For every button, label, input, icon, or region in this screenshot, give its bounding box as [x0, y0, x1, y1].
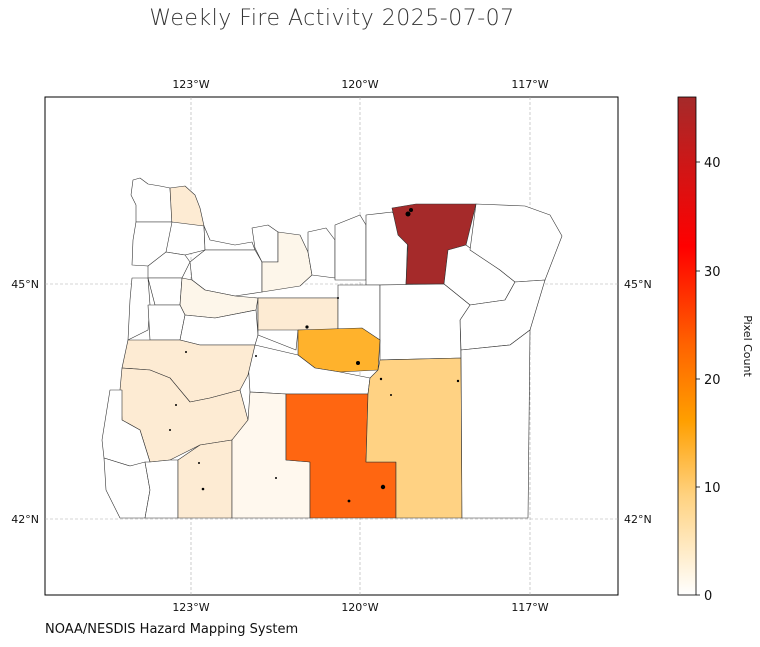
lon-tick-bottom: 120°W [341, 601, 378, 614]
colorbar-ticks [696, 161, 700, 596]
colorbar-tick-label: 0 [704, 589, 712, 604]
lon-tick-top: 117°W [511, 78, 548, 91]
fire-dot [356, 361, 360, 365]
county-jefferson-fire[interactable] [257, 297, 339, 331]
fire-dot [255, 355, 257, 357]
colorbar-tick-label: 30 [704, 265, 721, 280]
lon-tick-bottom: 117°W [511, 601, 548, 614]
county-benton[interactable] [147, 304, 186, 341]
lon-tick-bottom: 123°W [172, 601, 209, 614]
colorbar-tick-label: 10 [704, 481, 721, 496]
fire-dot [305, 325, 309, 329]
county-grant[interactable] [379, 283, 471, 361]
lon-tick-top: 120°W [341, 78, 378, 91]
county-lincoln[interactable] [127, 277, 151, 341]
fire-dot [456, 379, 460, 383]
fire-dot [390, 394, 392, 396]
county-wasco[interactable] [261, 231, 313, 293]
lon-tick-labels-top: 123°W 120°W 117°W [172, 78, 548, 91]
map-title: Weekly Fire Activity 2025-07-07 [149, 6, 515, 31]
lat-tick-left: 42°N [11, 513, 39, 526]
county-washington[interactable] [165, 221, 206, 256]
colorbar [677, 96, 697, 596]
fire-dot [275, 477, 277, 479]
lat-tick-right: 45°N [624, 278, 652, 291]
colorbar-label: Pixel Count [741, 315, 754, 377]
fire-dot [409, 208, 413, 212]
county-sherman[interactable] [307, 227, 336, 279]
fire-detections [169, 208, 460, 503]
lat-tick-labels-right: 45°N 42°N [624, 278, 652, 526]
lon-tick-labels-bottom: 123°W 120°W 117°W [172, 601, 548, 614]
county-malheur[interactable] [460, 329, 531, 519]
county-josephine[interactable] [144, 459, 179, 519]
colorbar-tick-labels: 0 10 20 30 40 [704, 156, 721, 604]
fire-dot [169, 429, 171, 431]
lon-tick-top: 123°W [172, 78, 209, 91]
fire-dot [201, 487, 205, 491]
fire-dot [347, 499, 351, 503]
lat-tick-left: 45°N [11, 278, 39, 291]
fire-dot [198, 462, 200, 464]
lat-tick-right: 42°N [624, 513, 652, 526]
county-gilliam[interactable] [334, 214, 367, 281]
fire-dot [337, 297, 339, 299]
fire-dot [405, 211, 411, 217]
colorbar-tick-label: 40 [704, 156, 721, 171]
fire-dot [175, 404, 177, 406]
fire-dot [380, 484, 386, 490]
county-layer [101, 177, 563, 519]
fire-dot [379, 377, 383, 381]
lat-tick-labels-left: 45°N 42°N [11, 278, 39, 526]
colorbar-tick-label: 20 [704, 373, 721, 388]
data-credit: NOAA/NESDIS Hazard Mapping System [45, 622, 299, 637]
fire-dot [185, 351, 187, 353]
